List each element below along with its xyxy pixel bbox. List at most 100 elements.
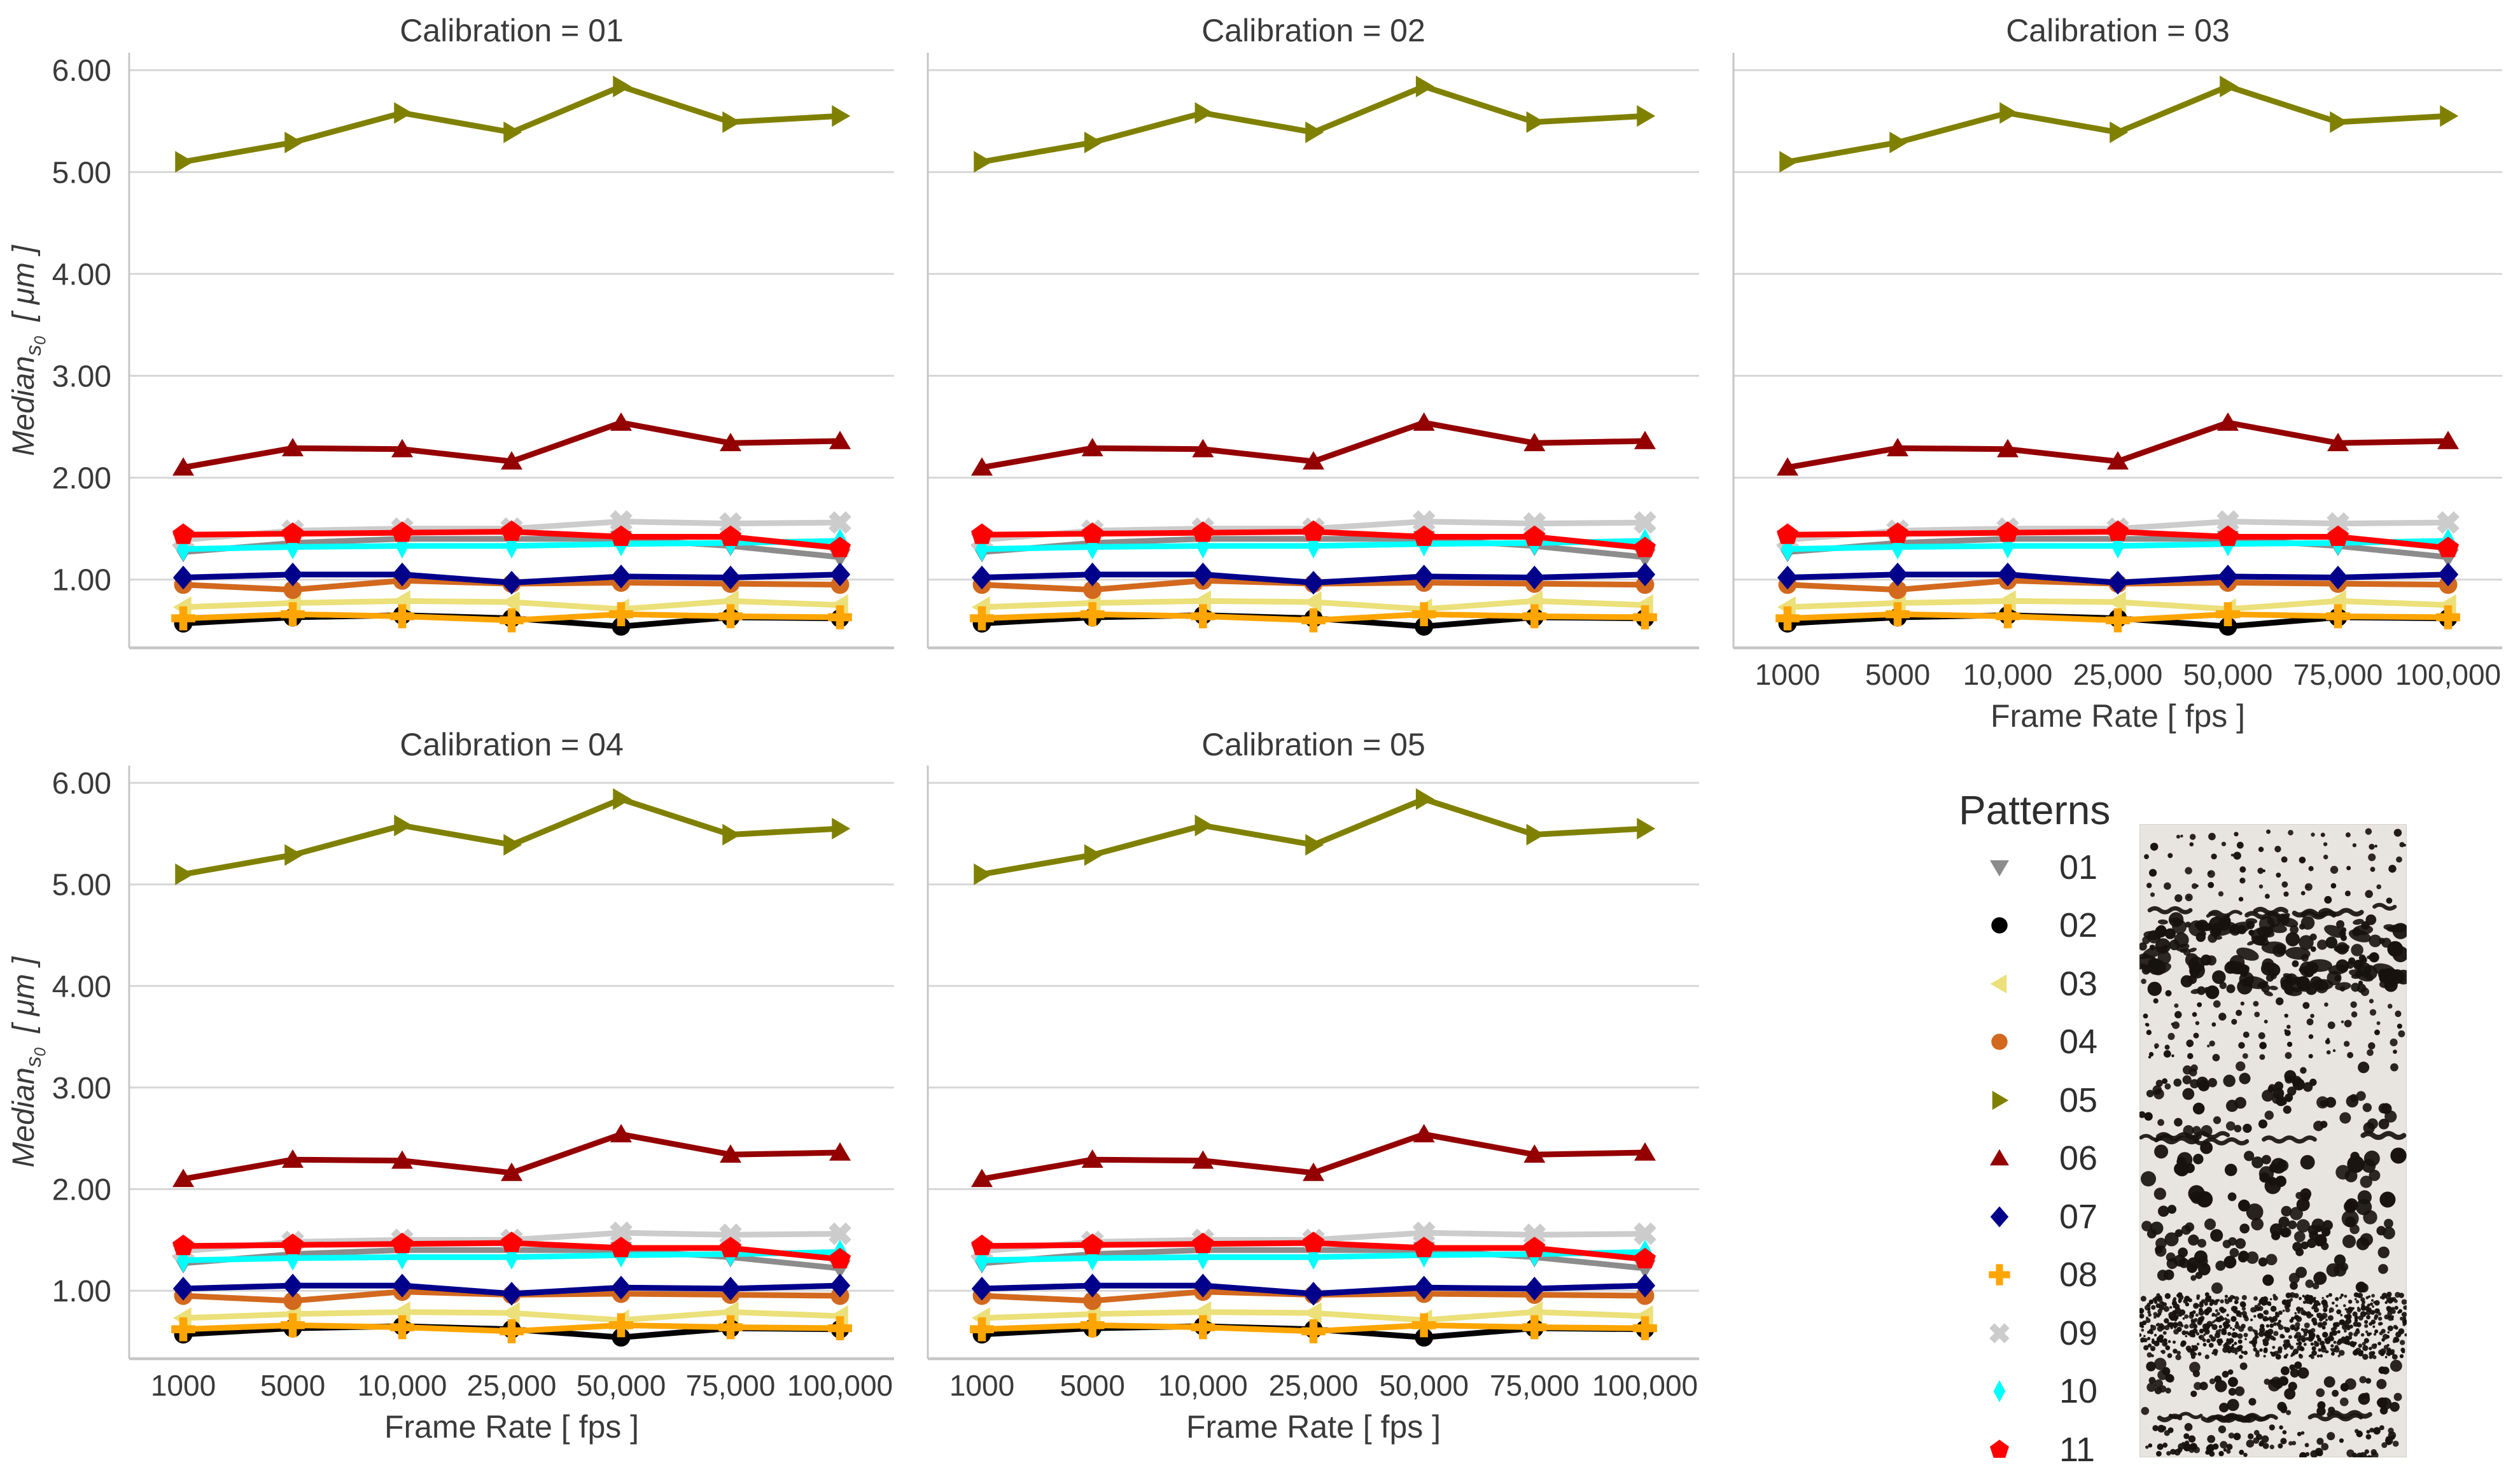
legend-marker-triangle-left-icon: [1990, 974, 2007, 993]
legend-item-label: 05: [2059, 1081, 2098, 1119]
series-markers-07: [1777, 563, 2459, 595]
series-markers-11: [1777, 520, 2459, 557]
series-markers-05: [1779, 75, 2459, 173]
facet-plot-05: 1000 5000 10,000 25,000 50,000 75,000 100,000: [927, 766, 1699, 1402]
series-markers-08: [171, 602, 852, 633]
svg-text:3.00: 3.00: [52, 1072, 111, 1105]
svg-text:5000: 5000: [1865, 658, 1930, 691]
legend-item-pattern-10: 10: [1979, 1363, 2097, 1421]
y-axis-label: Medians0 [ μm ]: [6, 957, 50, 1168]
svg-text:5000: 5000: [260, 1369, 325, 1402]
svg-text:75,000: 75,000: [686, 1369, 776, 1402]
series-markers-08: [1775, 602, 2460, 633]
legend-marker-x-icon: [1989, 1323, 2010, 1343]
series-markers-06: [971, 412, 1656, 476]
svg-text:25,000: 25,000: [467, 1369, 557, 1402]
svg-text:1000: 1000: [151, 1369, 216, 1402]
svg-text:3.00: 3.00: [52, 360, 111, 394]
legend-marker-circle-icon: [1991, 917, 2008, 934]
svg-text:50,000: 50,000: [2183, 658, 2273, 691]
legend-item-label: 06: [2059, 1139, 2098, 1178]
facet-title-calibration-01: Calibration = 01: [400, 13, 624, 48]
svg-text:25,000: 25,000: [2073, 658, 2163, 691]
speckle-pattern-image: [2139, 824, 2407, 1457]
series-line-05: [180, 83, 843, 165]
legend-marker-circle-icon: [1991, 1034, 2008, 1050]
facet-plot-03: 1000 5000 10,000 25,000 50,000 75,000 100,000: [1732, 53, 2502, 691]
svg-text:4.00: 4.00: [52, 970, 111, 1004]
svg-text:1.00: 1.00: [52, 1275, 111, 1308]
svg-text:6.00: 6.00: [52, 767, 111, 801]
series-line-05: [979, 796, 1648, 878]
svg-text:10,000: 10,000: [358, 1369, 447, 1402]
svg-text:5.00: 5.00: [52, 156, 111, 190]
legend-title: Patterns: [1959, 787, 2111, 833]
legend-item-pattern-02: 02: [1979, 897, 2097, 955]
facet-title-calibration-03: Calibration = 03: [2006, 13, 2230, 48]
svg-text:2.00: 2.00: [52, 462, 111, 496]
svg-text:6.00: 6.00: [52, 54, 111, 88]
svg-text:5000: 5000: [1060, 1369, 1124, 1402]
legend-item-label: 04: [2059, 1023, 2098, 1062]
facet-title-calibration-04: Calibration = 04: [400, 727, 624, 762]
legend-item-label: 11: [2059, 1430, 2096, 1469]
svg-text:25,000: 25,000: [1269, 1369, 1359, 1402]
legend-item-pattern-05: 05: [1979, 1071, 2097, 1130]
facet-plot-01: 6.00 5.00 4.00 3.00 2.00 1.00: [52, 53, 894, 650]
svg-text:100,000: 100,000: [1592, 1369, 1698, 1402]
facet-plot-02: [927, 53, 1699, 650]
legend-item-pattern-04: 04: [1979, 1013, 2097, 1072]
legend-marker-thin-diamond-icon: [1993, 1380, 2006, 1403]
svg-text:100,000: 100,000: [787, 1369, 893, 1402]
legend-marker-triangle-right-icon: [1992, 1090, 2009, 1110]
legend-item-pattern-07: 07: [1979, 1188, 2097, 1246]
legend-marker-triangle-down-icon: [1990, 860, 2009, 876]
legend-item-label: 01: [2059, 848, 2098, 887]
series-line-05: [979, 83, 1648, 165]
svg-text:1000: 1000: [1755, 658, 1820, 691]
legend-item-label: 10: [2059, 1372, 2098, 1411]
legend-item-pattern-06: 06: [1979, 1130, 2097, 1188]
svg-text:10,000: 10,000: [1963, 658, 2053, 691]
svg-text:10,000: 10,000: [1158, 1369, 1248, 1402]
svg-text:75,000: 75,000: [1490, 1369, 1579, 1402]
legend-item-pattern-09: 09: [1979, 1304, 2097, 1363]
series-markers-11: [172, 520, 851, 557]
svg-text:1.00: 1.00: [52, 564, 111, 598]
series-line-05: [1784, 83, 2451, 165]
legend-marker-triangle-up-icon: [1990, 1149, 2009, 1166]
svg-text:1000: 1000: [949, 1369, 1014, 1402]
svg-text:100,000: 100,000: [2395, 658, 2501, 691]
series-markers-08: [970, 602, 1657, 633]
legend-item-label: 02: [2059, 906, 2098, 945]
series-markers-11: [971, 520, 1656, 557]
series-markers-05: [175, 788, 851, 885]
facet-plot-04: 6.00 5.00 4.00 3.00 2.00 1.00 1000 5000 10,000 25…: [52, 766, 894, 1402]
series-markers-05: [175, 75, 851, 173]
svg-text:5.00: 5.00: [52, 869, 111, 902]
y-axis-label: Medians0 [ μm ]: [6, 245, 50, 456]
legend-item-pattern-11: 11: [1979, 1420, 2097, 1479]
x-axis-label: Frame Rate [ fps ]: [1186, 1409, 1441, 1445]
legend-marker-pentagon-icon: [1990, 1440, 2009, 1458]
series-markers-11: [971, 1231, 1656, 1269]
svg-text:2.00: 2.00: [52, 1173, 111, 1207]
legend-item-label: 08: [2059, 1256, 2098, 1294]
legend-marker-plus-icon: [1989, 1264, 2010, 1286]
svg-text:50,000: 50,000: [577, 1369, 666, 1402]
legend-item-label: 03: [2059, 964, 2098, 1003]
series-markers-06: [971, 1124, 1656, 1188]
facet-title-calibration-05: Calibration = 05: [1201, 727, 1425, 762]
series-line-05: [180, 796, 843, 878]
series-markers-05: [974, 788, 1656, 885]
legend-marker-diamond-icon: [1990, 1206, 2009, 1228]
legend-item-pattern-01: 01: [1979, 838, 2097, 897]
series-markers-06: [172, 412, 851, 476]
legend-item-pattern-03: 03: [1979, 955, 2097, 1013]
x-axis-label: Frame Rate [ fps ]: [1990, 698, 2246, 734]
series-markers-07: [172, 563, 851, 595]
legend-item-label: 07: [2059, 1197, 2098, 1236]
series-markers-07: [971, 1273, 1656, 1306]
